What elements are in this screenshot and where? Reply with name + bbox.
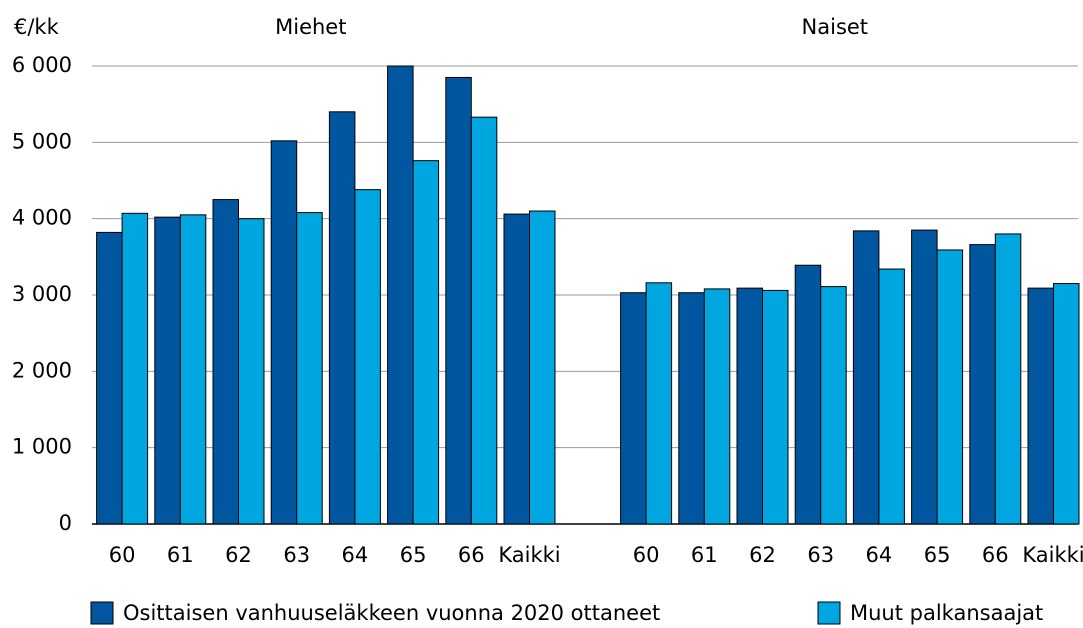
x-tick-label: 64 (342, 543, 369, 567)
y-tick-label: 2 000 (12, 358, 72, 382)
panel-title: Miehet (275, 15, 346, 39)
bar (503, 213, 530, 525)
bar (412, 160, 440, 525)
bar (736, 287, 763, 525)
bar (620, 292, 647, 525)
bar (969, 244, 996, 525)
bar (703, 288, 731, 525)
x-tick-label: 60 (633, 543, 660, 567)
x-tick-label: Kaikki (498, 543, 560, 567)
bar (911, 229, 938, 525)
y-tick-label: 3 000 (12, 282, 72, 306)
bar (529, 210, 556, 525)
y-axis-label: €/kk (14, 15, 60, 39)
bar (994, 233, 1022, 525)
x-tick-label: 66 (458, 543, 485, 567)
bar (354, 189, 381, 525)
bar (270, 140, 298, 525)
bar (936, 249, 964, 525)
x-tick-label: 64 (866, 543, 893, 567)
bar (328, 111, 356, 525)
bar (794, 264, 822, 525)
bar (470, 116, 498, 525)
bar (296, 212, 323, 525)
bar (121, 212, 149, 525)
bar (212, 199, 239, 525)
legend-swatch (817, 601, 841, 625)
x-tick-label: 60 (109, 543, 136, 567)
panel-title: Naiset (802, 15, 869, 39)
bar (445, 76, 472, 525)
bar (179, 214, 207, 525)
bar (1027, 287, 1054, 525)
x-tick-label: 62 (749, 543, 776, 567)
x-tick-label: 61 (691, 543, 718, 567)
bar (852, 230, 880, 525)
y-tick-label: 0 (59, 511, 72, 535)
bar (762, 289, 789, 525)
bar (96, 231, 123, 525)
bar (878, 268, 905, 525)
x-tick-label: 63 (283, 543, 310, 567)
bar (645, 282, 673, 525)
bar (387, 65, 414, 525)
x-tick-label: Kaikki (1022, 543, 1083, 567)
bar (1053, 283, 1080, 525)
x-tick-label: 61 (167, 543, 194, 567)
bar (238, 218, 265, 525)
x-tick-label: 63 (807, 543, 834, 567)
legend-label: Osittaisen vanhuuseläkkeen vuonna 2020 o… (123, 601, 660, 625)
x-tick-label: 66 (982, 543, 1009, 567)
legend-swatch (90, 601, 114, 625)
legend-label: Muut palkansaajat (850, 601, 1043, 625)
bar (820, 286, 847, 525)
bar (678, 292, 705, 525)
y-tick-label: 4 000 (12, 206, 72, 230)
x-tick-label: 65 (400, 543, 427, 567)
x-tick-label: 62 (225, 543, 252, 567)
y-tick-label: 6 000 (12, 53, 72, 77)
y-tick-label: 5 000 (12, 129, 72, 153)
y-tick-label: 1 000 (12, 435, 72, 459)
bar (154, 216, 181, 525)
x-tick-label: 65 (924, 543, 951, 567)
